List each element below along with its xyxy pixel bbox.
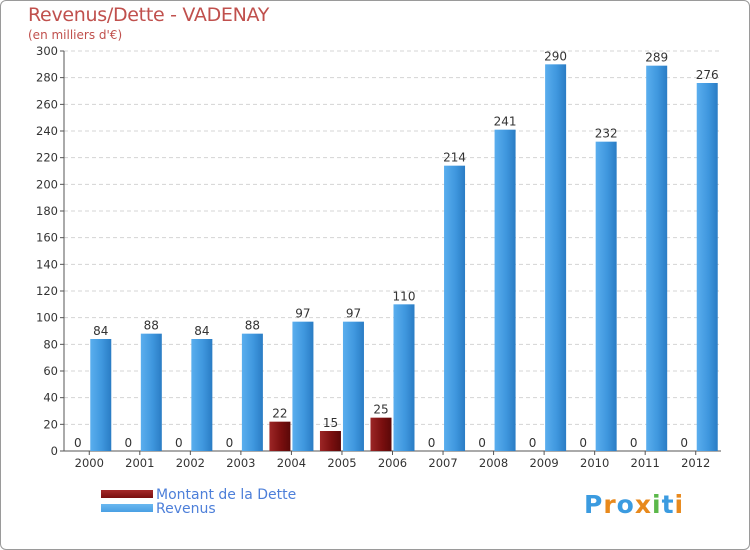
data-label-revenus: 97 <box>346 307 361 321</box>
bar-revenus <box>393 304 415 451</box>
y-tick-label: 200 <box>36 177 58 191</box>
bar-revenus <box>342 321 364 451</box>
data-label-dette: 0 <box>630 436 638 450</box>
bar-revenus <box>241 333 263 451</box>
data-label-dette: 0 <box>680 436 688 450</box>
bar-revenus <box>292 321 314 451</box>
x-tick-label: 2002 <box>176 456 205 470</box>
bar-revenus <box>595 141 617 451</box>
x-tick-label: 2007 <box>428 456 457 470</box>
x-tick-label: 2001 <box>125 456 154 470</box>
data-label-revenus: 110 <box>393 289 416 303</box>
data-label-dette: 0 <box>226 436 234 450</box>
logo-letter: i <box>652 490 662 519</box>
data-label-dette: 0 <box>124 436 132 450</box>
proxiti-logo: Proxiti <box>584 490 684 519</box>
y-tick-label: 280 <box>36 71 58 85</box>
bar-revenus <box>191 339 213 451</box>
y-tick-label: 40 <box>43 391 58 405</box>
x-tick-label: 2004 <box>277 456 306 470</box>
chart-subtitle: (en milliers d'€) <box>28 28 123 42</box>
data-label-dette: 0 <box>478 436 486 450</box>
data-label-revenus: 232 <box>595 127 618 141</box>
chart-title: Revenus/Dette - VADENAY <box>28 4 270 26</box>
data-label-dette: 25 <box>373 403 388 417</box>
y-tick-label: 160 <box>36 231 58 245</box>
y-tick-label: 120 <box>36 284 58 298</box>
y-tick-label: 0 <box>51 444 58 458</box>
data-label-revenus: 84 <box>194 324 209 338</box>
y-tick-label: 80 <box>43 337 58 351</box>
y-tick-label: 20 <box>43 417 58 431</box>
x-tick-label: 2003 <box>226 456 255 470</box>
legend-swatch-revenus <box>101 504 153 512</box>
data-label-revenus: 214 <box>443 151 466 165</box>
legend-label-revenus: Revenus <box>156 501 216 517</box>
x-tick-label: 2010 <box>580 456 609 470</box>
logo-letter: t <box>661 490 675 519</box>
bar-dette <box>269 421 291 451</box>
data-label-revenus: 290 <box>544 49 567 63</box>
data-label-revenus: 289 <box>645 51 668 65</box>
logo-letter: i <box>674 490 685 519</box>
bar-dette <box>319 431 341 451</box>
data-label-revenus: 241 <box>494 115 517 129</box>
x-tick-label: 2011 <box>631 456 660 470</box>
y-tick-label: 180 <box>36 204 58 218</box>
bar-revenus <box>444 165 466 451</box>
y-tick-label: 140 <box>36 257 58 271</box>
logo-letter: x <box>634 490 652 519</box>
data-label-dette: 0 <box>428 436 436 450</box>
data-label-dette: 0 <box>74 436 82 450</box>
logo-letter: P <box>584 490 604 519</box>
x-tick-label: 2006 <box>378 456 407 470</box>
data-label-dette: 22 <box>272 407 287 421</box>
y-tick-label: 60 <box>43 364 58 378</box>
data-label-revenus: 97 <box>295 307 310 321</box>
legend-swatch-dette <box>101 490 153 498</box>
bar-revenus <box>696 83 718 451</box>
data-label-revenus: 84 <box>93 324 108 338</box>
bar-revenus <box>545 64 567 452</box>
x-tick-label: 2009 <box>529 456 558 470</box>
logo-letter: r <box>603 490 617 519</box>
x-tick-label: 2008 <box>479 456 508 470</box>
data-label-revenus: 276 <box>696 68 719 82</box>
data-label-dette: 0 <box>529 436 537 450</box>
y-tick-label: 220 <box>36 151 58 165</box>
data-label-revenus: 88 <box>144 319 159 333</box>
bar-revenus <box>140 333 162 451</box>
y-tick-label: 100 <box>36 311 58 325</box>
y-tick-label: 260 <box>36 97 58 111</box>
logo-letter: o <box>616 490 635 519</box>
data-label-dette: 0 <box>175 436 183 450</box>
data-label-dette: 0 <box>579 436 587 450</box>
bar-revenus <box>90 339 112 451</box>
legend-label-dette: Montant de la Dette <box>156 487 297 503</box>
bar-revenus <box>494 129 516 451</box>
data-label-revenus: 88 <box>245 319 260 333</box>
x-tick-label: 2000 <box>75 456 104 470</box>
data-label-dette: 15 <box>323 416 338 430</box>
bar-revenus <box>646 65 668 452</box>
x-tick-label: 2005 <box>327 456 356 470</box>
bar-dette <box>370 417 392 451</box>
y-tick-label: 240 <box>36 124 58 138</box>
x-tick-label: 2012 <box>681 456 710 470</box>
y-tick-label: 300 <box>36 44 58 58</box>
